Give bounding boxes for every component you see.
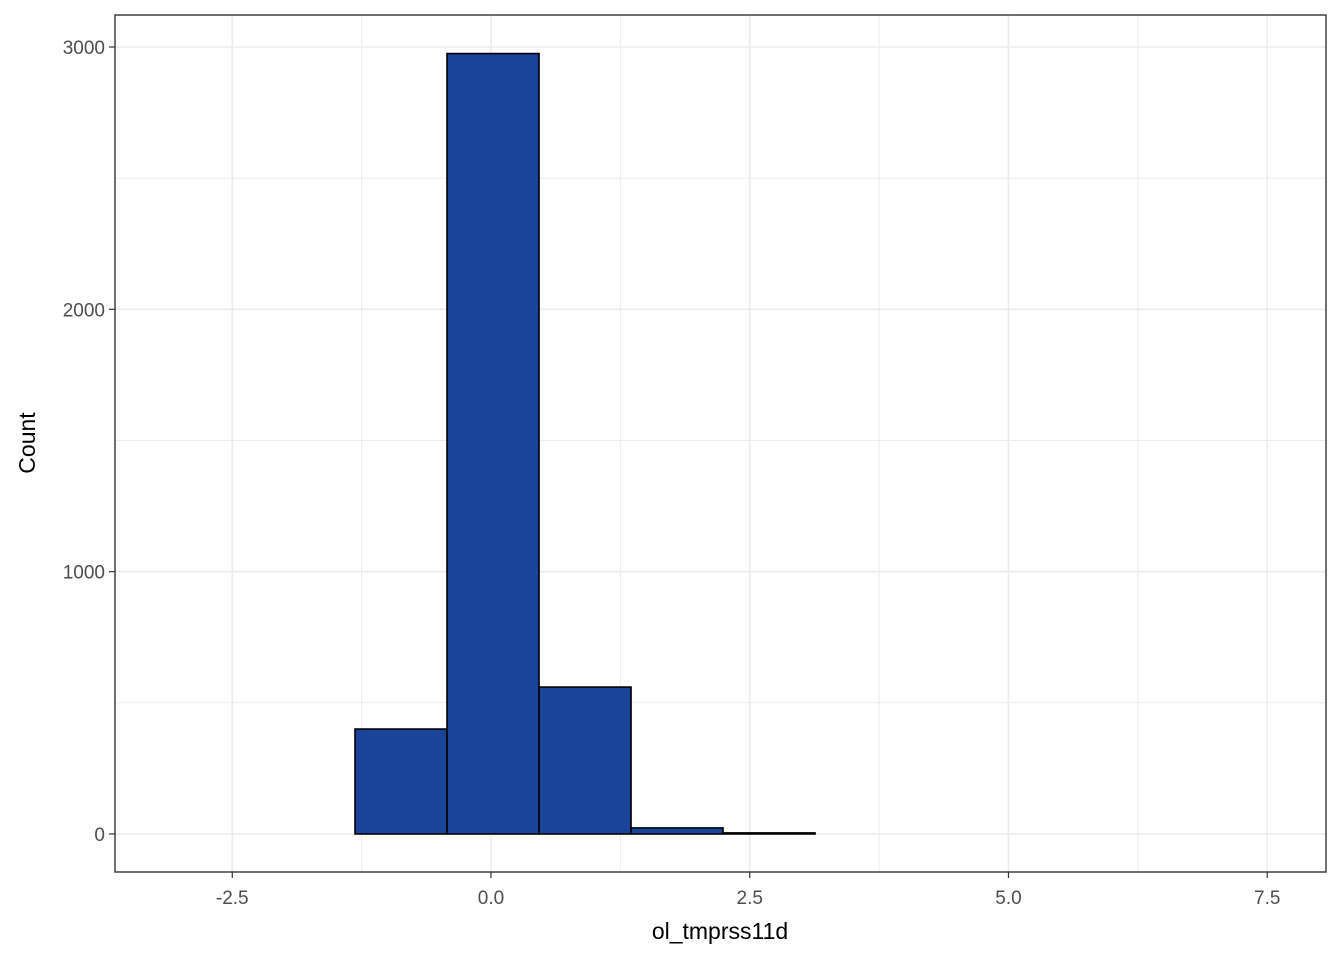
bar xyxy=(446,52,540,835)
x-tick-label: 7.5 xyxy=(1254,888,1280,909)
x-tick-label: -2.5 xyxy=(216,888,249,909)
y-tick-label: 0 xyxy=(94,825,105,846)
x-axis-title: ol_tmprss11d xyxy=(652,918,788,944)
x-tick-label: 2.5 xyxy=(737,888,763,909)
bar xyxy=(630,827,724,835)
x-tick-label: 0.0 xyxy=(478,888,504,909)
bar xyxy=(722,832,816,835)
x-tick-label: 5.0 xyxy=(995,888,1021,909)
panel-border xyxy=(114,14,1327,873)
bar xyxy=(354,728,448,835)
y-tick-label: 2000 xyxy=(63,300,105,321)
bar xyxy=(538,686,632,835)
y-axis-title: Count xyxy=(14,412,40,474)
y-tick-label: 3000 xyxy=(63,38,105,59)
y-tick-label: 1000 xyxy=(63,563,105,584)
